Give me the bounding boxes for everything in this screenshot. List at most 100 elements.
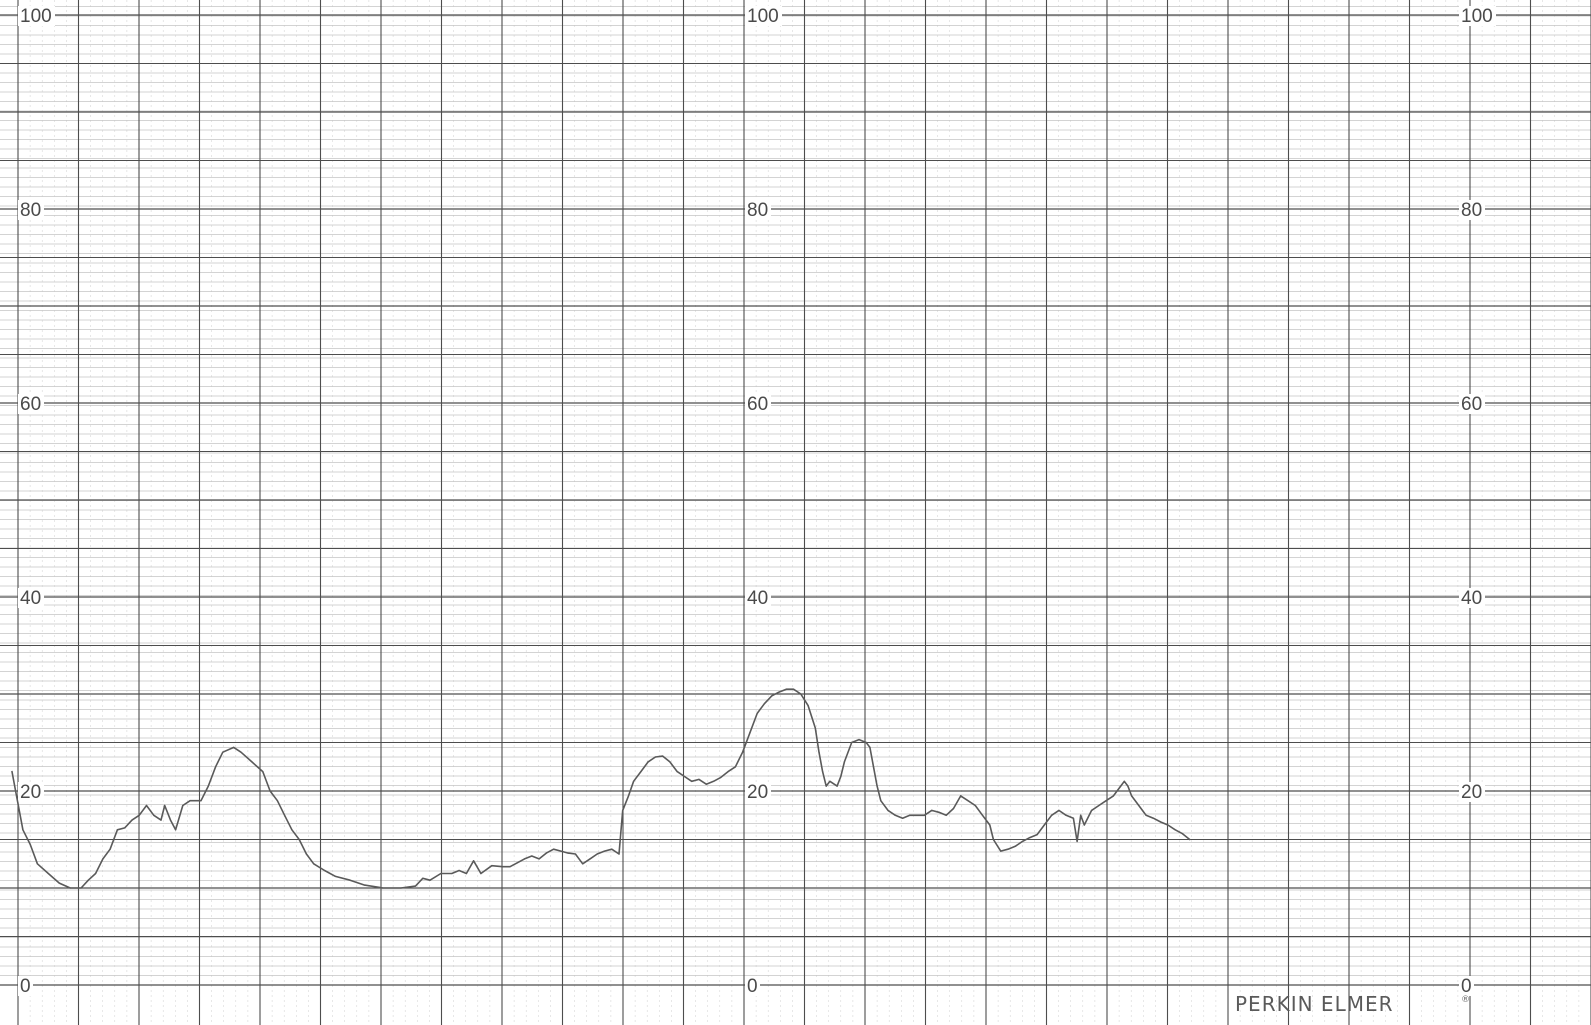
trace-point — [1123, 780, 1125, 782]
trace-point — [589, 858, 591, 860]
trace-point — [200, 800, 202, 802]
trace-point — [763, 703, 766, 705]
trace-point — [1080, 814, 1082, 816]
y-tick-label: 80 — [1461, 200, 1482, 221]
trace-point — [87, 879, 89, 881]
tick-label-bg — [745, 588, 771, 608]
brand-name: PERKIN ELMER — [1235, 992, 1394, 1016]
trace-point — [29, 843, 31, 846]
trace-point — [952, 807, 955, 810]
y-tick-label: 40 — [1461, 588, 1482, 609]
trace-point — [160, 819, 162, 821]
trace-point — [334, 875, 337, 878]
trace-point — [545, 852, 547, 854]
trace-point — [1145, 814, 1147, 816]
y-tick-label: 0 — [1461, 976, 1472, 997]
trace-point — [169, 819, 172, 821]
trace-point — [69, 887, 71, 889]
trace-point — [829, 780, 831, 782]
trace-point — [491, 865, 493, 867]
trace-point — [145, 804, 148, 807]
y-tick-label: 40 — [747, 588, 768, 609]
trace-point — [627, 795, 630, 797]
y-tick-label: 80 — [747, 200, 768, 221]
trace-point — [851, 741, 853, 744]
trace-point — [222, 751, 224, 753]
y-tick-label: 60 — [747, 394, 768, 415]
trace-point — [215, 766, 217, 768]
y-tick-label: 20 — [747, 782, 768, 803]
trace-point — [742, 751, 744, 753]
trace-point — [138, 814, 140, 816]
trace-point — [1105, 800, 1107, 802]
trace-point — [414, 885, 417, 887]
trace-point — [189, 800, 191, 802]
trace-point — [1007, 848, 1009, 850]
trace-point — [175, 829, 177, 831]
trace-point — [894, 814, 896, 816]
trace-point — [560, 850, 562, 852]
trace-point — [422, 877, 424, 879]
trace-point — [1000, 850, 1002, 852]
y-tick-label: 100 — [20, 6, 52, 27]
trace-point — [945, 814, 947, 816]
trace-point — [640, 771, 642, 773]
trace-point — [611, 848, 613, 850]
trace-point — [691, 780, 693, 782]
trace-point — [400, 887, 402, 889]
trace-point — [749, 732, 751, 734]
trace-point — [164, 804, 166, 807]
trace-point — [869, 746, 871, 749]
trace-point — [880, 800, 882, 802]
trace-point — [916, 814, 918, 816]
trace-point — [95, 872, 97, 875]
trace-point — [553, 848, 555, 850]
trace-point — [364, 884, 366, 886]
trace-point — [109, 848, 111, 850]
trace-point — [771, 695, 773, 697]
trace-point — [785, 688, 787, 690]
trace-point — [647, 761, 649, 763]
trace-point — [182, 804, 184, 807]
y-tick-label: 20 — [1461, 782, 1482, 803]
trace-point — [843, 761, 846, 763]
trace-point — [276, 800, 278, 802]
trace-point — [284, 814, 286, 816]
trace-point — [291, 829, 293, 831]
trace-point — [1014, 845, 1016, 847]
trace-point — [47, 872, 49, 875]
trace-point — [567, 852, 569, 854]
trace-point — [574, 853, 577, 855]
trace-point — [938, 811, 940, 813]
trace-point — [1174, 829, 1176, 831]
trace-point — [872, 766, 875, 768]
trace-point — [523, 858, 526, 860]
trace-point — [822, 771, 824, 773]
tick-label-bg — [745, 782, 771, 802]
trace-point — [382, 887, 384, 889]
trace-point — [840, 775, 842, 778]
trace-point — [967, 800, 969, 802]
trace-point — [1043, 824, 1045, 826]
trace-point — [1036, 834, 1038, 836]
trace-point — [1021, 840, 1024, 843]
trace-point — [1083, 824, 1085, 826]
trace-point — [313, 863, 315, 865]
trace-point — [1127, 785, 1129, 787]
trace-point — [1160, 821, 1162, 823]
trace-point — [502, 866, 504, 868]
y-tick-label: 0 — [747, 976, 758, 997]
trace-point — [465, 872, 467, 875]
y-tick-label: 60 — [1461, 394, 1482, 415]
trace-point — [960, 795, 962, 797]
trace-point — [654, 756, 657, 758]
y-tick-label: 80 — [20, 200, 41, 221]
trace-point — [11, 771, 13, 773]
trace-point — [713, 780, 715, 782]
trace-layer — [11, 688, 1191, 889]
trace-point — [1112, 795, 1114, 797]
trace-point — [324, 869, 326, 872]
y-tick-label: 0 — [20, 976, 31, 997]
brand-logo: PERKIN ELMER ® — [1235, 992, 1470, 1016]
